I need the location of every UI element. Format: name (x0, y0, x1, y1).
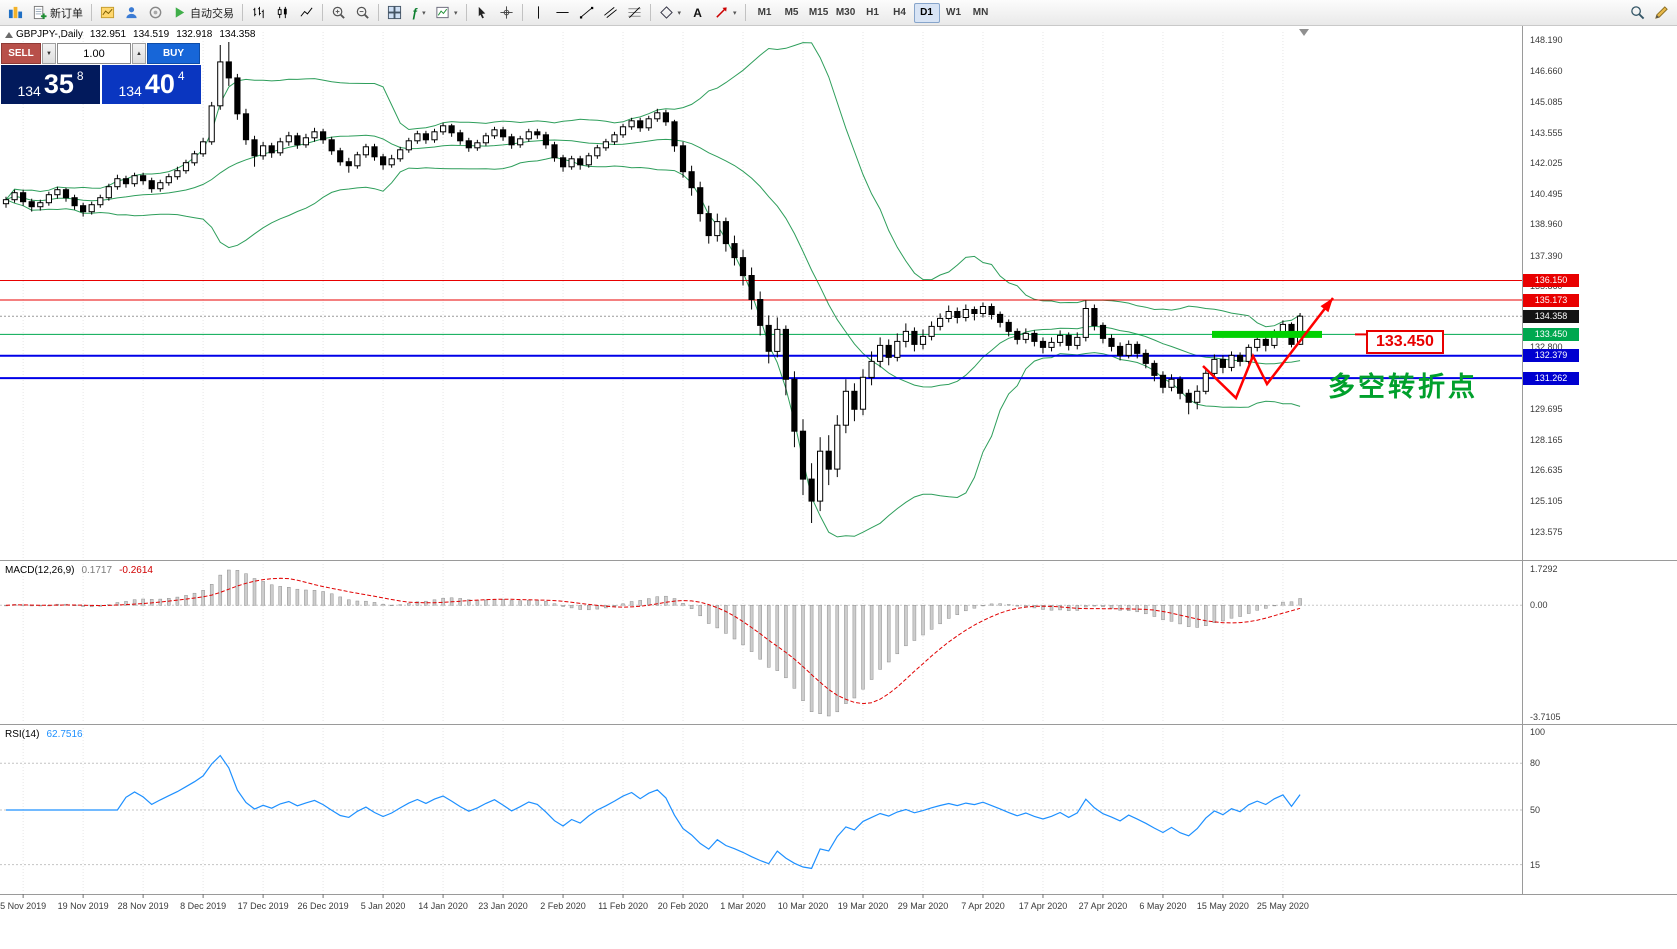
app-icon (4, 2, 27, 24)
channel-button[interactable] (599, 2, 622, 24)
timeframe-button-m15[interactable]: M15 (806, 3, 832, 23)
sell-price-figure: 134 (17, 83, 41, 99)
chevron-down-icon: ▾ (733, 9, 737, 17)
support-blue-line-1-tag[interactable]: 132.379 (1523, 349, 1579, 363)
profile-button[interactable] (120, 2, 143, 24)
timeframe-button-m5[interactable]: M5 (779, 3, 805, 23)
support-green-line-tag[interactable]: 133.450 (1523, 327, 1579, 341)
price-callout-box[interactable]: 133.450 (1366, 330, 1444, 354)
toolbar-separator (242, 4, 243, 21)
new-order-button[interactable]: 新订单 (28, 2, 87, 24)
timeframe-button-w1[interactable]: W1 (941, 3, 967, 23)
trendline-button[interactable] (575, 2, 598, 24)
rsi-line (6, 754, 1301, 870)
autotrading-button[interactable]: 自动交易 (168, 2, 238, 24)
timeframe-button-h4[interactable]: H4 (887, 3, 913, 23)
macd-signal-line (5, 577, 1301, 705)
volume-decrease-button[interactable]: ▼ (42, 43, 56, 64)
timeframe-toolbar: M1 M5 M15 M30 H1 H4 D1 W1 MN (752, 2, 994, 23)
chart-area: GBPJPY-,Daily 132.951 134.519 132.918 13… (0, 26, 1677, 949)
chevron-down-icon: ▾ (454, 9, 458, 17)
toolbar-separator (649, 4, 651, 21)
candlestick-chart-button[interactable] (271, 2, 294, 24)
bar-chart-button[interactable] (247, 2, 270, 24)
cursor-button[interactable] (471, 2, 494, 24)
macd-histogram (4, 569, 1302, 717)
resistance-line-1-tag[interactable]: 136.150 (1523, 274, 1579, 287)
timeframe-button-m1[interactable]: M1 (752, 3, 778, 23)
crosshair-button[interactable] (495, 2, 518, 24)
sell-price-pips: 35 (43, 69, 74, 99)
resistance-line-2-tag[interactable]: 135.173 (1523, 293, 1579, 307)
support-blue-line-2-tag[interactable]: 131.262 (1523, 371, 1579, 385)
toolbar-separator (378, 4, 379, 21)
one-click-prices: 134 35 8 134 40 4 (1, 65, 201, 104)
buy-price-point: 4 (177, 69, 185, 83)
zoom-out-button[interactable] (351, 2, 374, 24)
line-chart-button[interactable] (295, 2, 318, 24)
arrows-button[interactable]: ▾ (710, 2, 741, 24)
indicators-button[interactable]: ƒ ▾ (407, 2, 430, 24)
toolbar-separator (465, 4, 467, 21)
new-order-label: 新订单 (50, 7, 83, 20)
buy-price-figure: 134 (118, 83, 142, 99)
buy-price[interactable]: 134 40 4 (102, 65, 201, 104)
timeframe-button-h1[interactable]: H1 (860, 3, 886, 23)
sell-price[interactable]: 134 35 8 (1, 65, 100, 104)
bollinger-bands (5, 42, 1301, 538)
autotrading-label: 自动交易 (190, 7, 234, 20)
toolbar-separator (521, 4, 523, 21)
toolbar-separator (744, 4, 746, 21)
turning-point-annotation[interactable]: 多空转折点 (1328, 372, 1478, 402)
buy-price-pips: 40 (144, 69, 175, 99)
chevron-down-icon: ▾ (422, 9, 426, 17)
search-button[interactable] (1626, 2, 1649, 24)
annotations (1202, 29, 1366, 401)
horizontal-line-button[interactable] (551, 2, 574, 24)
trend-arrow[interactable] (1202, 297, 1334, 401)
fibonacci-button[interactable] (623, 2, 646, 24)
panel-borders (0, 26, 1677, 898)
text-button[interactable]: A (686, 2, 709, 24)
tile-windows-button[interactable] (383, 2, 406, 24)
bid-price-line-tag[interactable]: 134.358 (1523, 309, 1579, 323)
templates-button[interactable]: ▾ (431, 2, 462, 24)
candles (2, 42, 1304, 523)
timeframe-button-m30[interactable]: M30 (833, 3, 859, 23)
chart-shift-marker[interactable] (1299, 29, 1309, 36)
price-chart-canvas[interactable] (0, 26, 1677, 949)
sell-price-point: 8 (76, 69, 84, 83)
volume-input[interactable] (57, 43, 131, 64)
sell-button[interactable]: SELL (1, 43, 41, 64)
oneclick-collapse-arrow[interactable] (5, 32, 13, 38)
timeframe-button-d1[interactable]: D1 (913, 2, 940, 23)
toolbar: 新订单 自动交易 (0, 0, 1677, 26)
shapes-button[interactable]: ▾ (655, 2, 686, 24)
vertical-line-button[interactable] (527, 2, 550, 24)
draw-button[interactable] (1650, 2, 1673, 24)
function-icon: ƒ (411, 5, 419, 20)
charts-button[interactable] (96, 2, 119, 24)
green-level-bar[interactable] (1212, 330, 1322, 338)
zoom-in-button[interactable] (327, 2, 350, 24)
one-click-controls: SELL ▼ ▲ BUY (1, 43, 201, 64)
grid-lines (22, 32, 1284, 892)
chevron-down-icon: ▾ (677, 9, 682, 17)
buy-button[interactable]: BUY (147, 43, 200, 64)
toolbar-separator (322, 4, 323, 21)
signals-button[interactable] (144, 2, 167, 24)
text-icon: A (693, 5, 702, 20)
volume-increase-button[interactable]: ▲ (132, 43, 146, 64)
toolbar-separator (91, 4, 92, 21)
trend-arrow-head (1320, 298, 1333, 313)
timeframe-button-mn[interactable]: MN (968, 3, 994, 23)
